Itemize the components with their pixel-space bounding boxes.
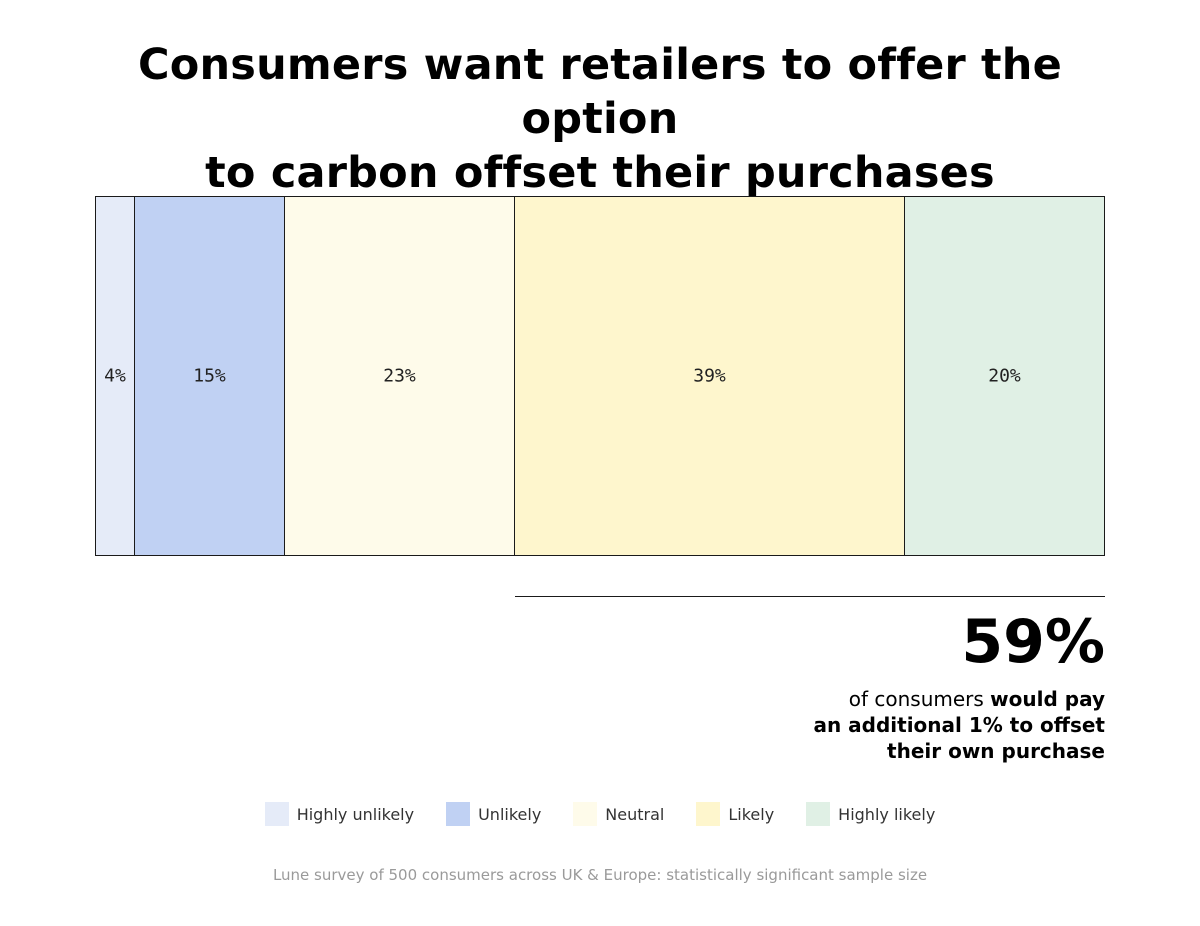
legend-swatch xyxy=(573,802,598,826)
legend-label: Highly unlikely xyxy=(296,804,415,824)
legend-label: Unlikely xyxy=(478,804,542,824)
source-footnote: Lune survey of 500 consumers across UK &… xyxy=(272,866,928,884)
legend-swatch xyxy=(264,802,289,826)
legend-item-neutral: Neutral xyxy=(573,802,664,826)
bar-segment-unlikely: 15% xyxy=(134,196,285,556)
bar-value-label: 20% xyxy=(988,365,1021,387)
bar-value-label: 15% xyxy=(193,365,226,387)
callout-line-1-plain: of consumers xyxy=(848,687,991,711)
bar-segment-likely: 39% xyxy=(514,196,905,556)
legend-item-unlikely: Unlikely xyxy=(446,802,541,826)
legend-label: Likely xyxy=(728,804,775,824)
bar-segment-highly-likely: 20% xyxy=(904,196,1105,556)
legend-item-likely: Likely xyxy=(696,802,774,826)
bar-value-label: 23% xyxy=(383,365,416,387)
bar-value-label: 39% xyxy=(693,365,726,387)
callout-value: 59% xyxy=(961,607,1105,677)
chart-title-line-2: to carbon offset their purchases xyxy=(205,148,995,198)
callout-line-3: their own purchase xyxy=(887,739,1105,763)
bar-segment-neutral: 23% xyxy=(284,196,515,556)
legend-item-highly-unlikely: Highly unlikely xyxy=(264,802,415,826)
chart-title: Consumers want retailers to offer the op… xyxy=(60,38,1140,200)
legend-swatch xyxy=(446,802,471,826)
chart-legend: Highly unlikely Unlikely Neutral Likely High… xyxy=(0,802,1200,826)
callout-description: of consumers would pay an additional 1% … xyxy=(705,686,1105,764)
chart-title-line-1: Consumers want retailers to offer the op… xyxy=(138,40,1062,144)
legend-item-highly-likely: Highly likely xyxy=(806,802,935,826)
bar-segment-highly-unlikely: 4% xyxy=(95,196,135,556)
callout-divider xyxy=(515,596,1105,597)
callout-line-1-bold: would pay xyxy=(990,687,1105,711)
legend-label: Neutral xyxy=(605,804,665,824)
bar-value-label: 4% xyxy=(104,365,126,387)
stacked-bar: 4% 15% 23% 39% 20% xyxy=(95,196,1105,556)
legend-swatch xyxy=(806,802,831,826)
legend-label: Highly likely xyxy=(838,804,936,824)
legend-swatch xyxy=(696,802,721,826)
callout-line-2: an additional 1% to offset xyxy=(813,713,1105,737)
callout-line-1: of consumers would pay xyxy=(705,686,1105,712)
